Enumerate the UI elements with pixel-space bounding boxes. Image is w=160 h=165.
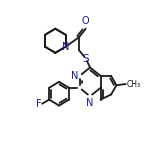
Text: O: O <box>82 16 90 26</box>
Text: N: N <box>62 42 69 52</box>
Text: F: F <box>36 99 41 109</box>
Text: CH₃: CH₃ <box>127 80 141 89</box>
Text: N: N <box>71 71 78 81</box>
Text: S: S <box>82 54 89 64</box>
Text: N: N <box>86 98 94 108</box>
